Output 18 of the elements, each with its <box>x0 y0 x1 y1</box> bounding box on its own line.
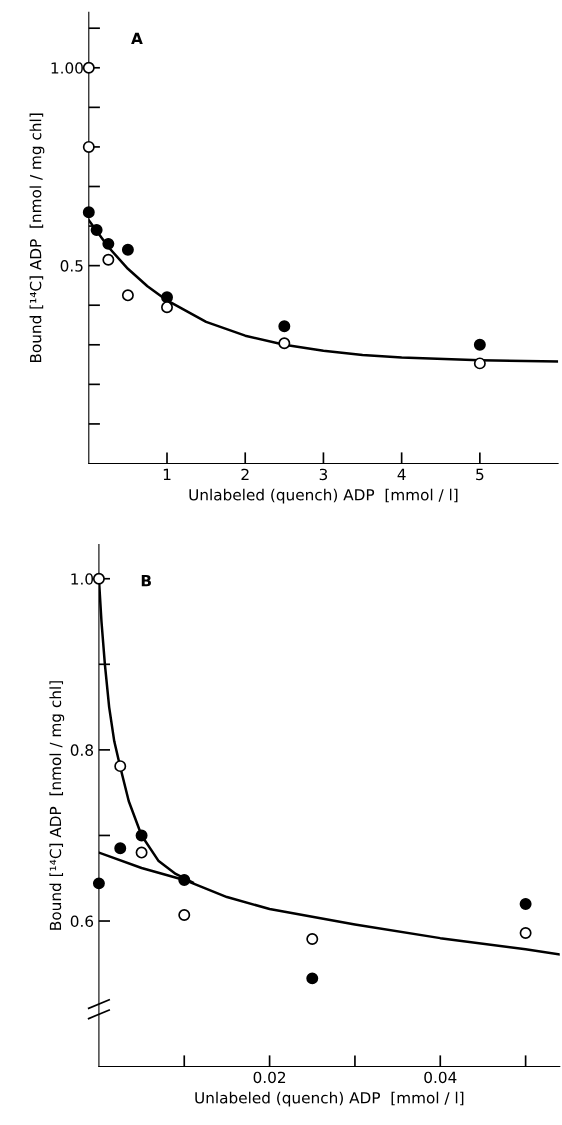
x-tick-label: 4 <box>397 468 406 480</box>
y-tick-label: 0.6 <box>70 915 94 928</box>
x-axis-title: Unlabeled (quench) ADP [mmol / l] <box>195 1091 464 1107</box>
text: A <box>131 32 143 44</box>
y-tick-label: 0.8 <box>70 744 94 756</box>
y-tick-label: 1.00 <box>51 62 83 74</box>
y-axis-title: Bound [¹⁴C] ADP [nmol / mg chl] <box>29 113 45 363</box>
x-tick-label: 3 <box>319 468 328 481</box>
text: B <box>141 575 151 587</box>
x-tick-label: 0.04 <box>424 1071 457 1084</box>
x-axis-title: Unlabeled (quench) ADP [mmol / l] <box>189 488 458 504</box>
y-tick-label: 1.0 <box>71 573 94 585</box>
y-axis-title: Bound [¹⁴C] ADP [nmol / mg chl] <box>49 681 65 930</box>
x-tick-label: 0.02 <box>253 1071 286 1084</box>
y-tick-label: 0.5 <box>60 260 83 272</box>
x-tick-label: 5 <box>476 468 484 481</box>
x-tick-label: 2 <box>241 468 249 480</box>
x-tick-label: 1 <box>163 468 171 480</box>
